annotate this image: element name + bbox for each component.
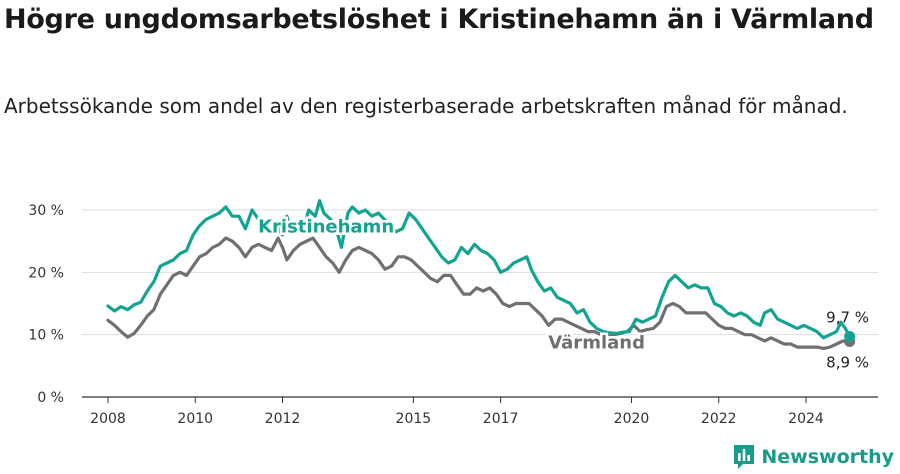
end-value-label-varmland: 8,9 % xyxy=(826,354,869,372)
series-lines xyxy=(106,199,856,350)
series-label-varmland: Värmland xyxy=(548,333,645,354)
y-tick-label: 10 % xyxy=(28,328,64,344)
end-point-kristinehamn xyxy=(844,331,856,343)
x-tick-label: 2017 xyxy=(483,411,519,427)
x-tick-label: 2012 xyxy=(265,411,301,427)
y-tick-label: 0 % xyxy=(37,390,64,406)
brand-name: Newsworthy xyxy=(761,446,894,468)
series-label-kristinehamn: Kristinehamn xyxy=(258,217,394,238)
x-tick-label: 2024 xyxy=(788,411,824,427)
y-tick-label: 20 % xyxy=(28,265,64,281)
x-tick-label: 2020 xyxy=(614,411,650,427)
series-line-kristinehamn xyxy=(106,199,852,340)
series-labels: Kristinehamn Värmland 9,7 % 8,9 % xyxy=(256,214,869,372)
y-axis-ticks: 0 % 10 % 20 % 30 % xyxy=(28,203,64,406)
x-tick-label: 2010 xyxy=(177,411,213,427)
y-tick-label: 30 % xyxy=(28,203,64,219)
end-value-label-kristinehamn: 9,7 % xyxy=(826,309,869,327)
x-tick-label: 2015 xyxy=(396,411,432,427)
newsworthy-logo-icon xyxy=(734,445,755,469)
series-line-varmland xyxy=(106,236,852,350)
grid-lines xyxy=(82,209,878,336)
chart-subtitle: Arbetssökande som andel av den registerb… xyxy=(4,94,848,118)
x-tick-label: 2022 xyxy=(701,411,737,427)
x-tick-label: 2008 xyxy=(90,411,126,427)
chart-title: Högre ungdomsarbetslöshet i Kristinehamn… xyxy=(4,4,874,35)
x-axis-ticks: 2008 2010 2012 2015 2017 2020 2022 2024 xyxy=(90,397,824,427)
newsworthy-brand: Newsworthy xyxy=(733,444,894,470)
